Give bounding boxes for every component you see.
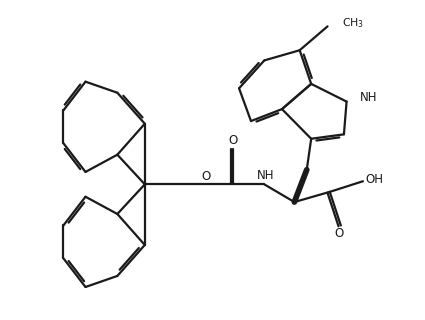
Text: OH: OH xyxy=(365,172,383,186)
Text: O: O xyxy=(201,170,210,183)
Text: O: O xyxy=(229,134,238,148)
Text: CH$_3$: CH$_3$ xyxy=(342,16,364,30)
Text: O: O xyxy=(334,227,343,240)
Text: NH: NH xyxy=(360,91,377,104)
Text: NH: NH xyxy=(256,169,274,182)
